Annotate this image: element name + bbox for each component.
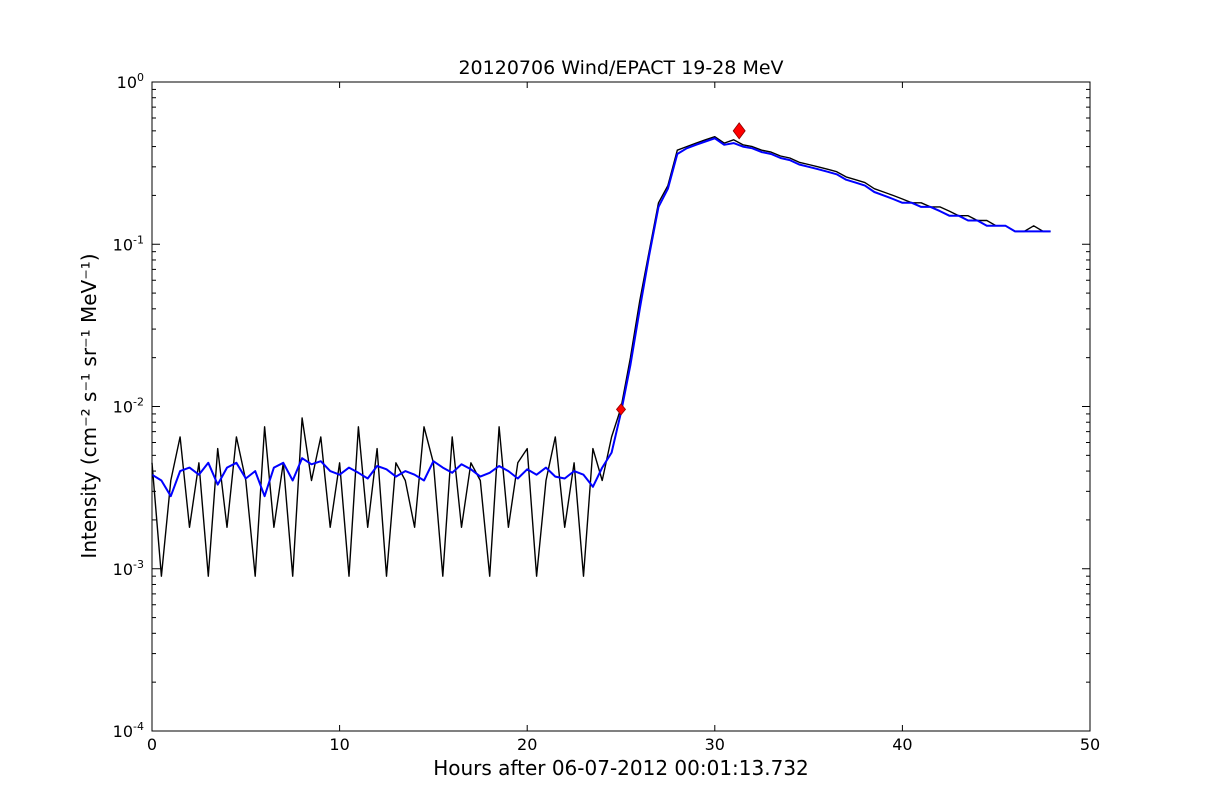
x-tick-label: 50 <box>1080 735 1100 754</box>
y-tick-label: 10-1 <box>113 233 144 254</box>
y-tick-label: 10-4 <box>113 720 144 741</box>
x-axis-label: Hours after 06-07-2012 00:01:13.732 <box>433 756 809 780</box>
y-tick-label: 10-3 <box>113 558 144 579</box>
y-tick-label: 10-2 <box>113 396 144 417</box>
x-tick-label: 30 <box>705 735 725 754</box>
event-marker-2 <box>732 122 746 140</box>
y-axis-label: Intensity (cm⁻² s⁻¹ sr⁻¹ MeV⁻¹) <box>77 253 101 558</box>
x-tick-label: 10 <box>329 735 349 754</box>
event-marker-1 <box>615 403 627 416</box>
series-line-smoothed <box>151 137 1051 498</box>
plot-area <box>151 122 1051 577</box>
y-tick-label: 100 <box>117 71 144 92</box>
series-line-raw <box>151 135 1051 577</box>
x-tick-label: 20 <box>517 735 537 754</box>
x-tick-label: 40 <box>892 735 912 754</box>
x-tick-label: 0 <box>147 735 157 754</box>
chart-title: 20120706 Wind/EPACT 19-28 MeV <box>458 57 783 79</box>
axis-ticks: 0 10 20 30 40 50 10-4 10-3 10-2 10-1 100 <box>113 71 1101 754</box>
